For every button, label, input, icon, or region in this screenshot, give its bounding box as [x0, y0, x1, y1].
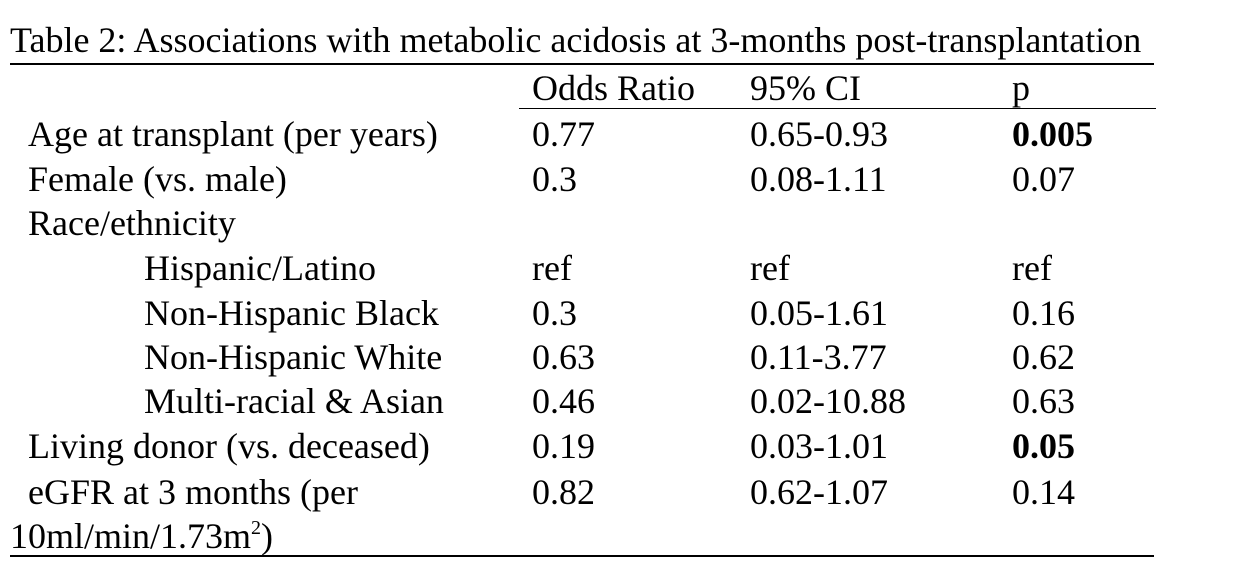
row-label: Race/ethnicity [28, 203, 236, 243]
table-header-rule [519, 108, 1156, 109]
odds-ratio-value: 0.19 [532, 426, 595, 466]
p-value: 0.63 [1012, 381, 1075, 421]
row-label: eGFR at 3 months (per [28, 472, 358, 512]
odds-ratio-value: 0.63 [532, 337, 595, 377]
p-value: 0.07 [1012, 159, 1075, 199]
row-label: Non-Hispanic Black [144, 293, 439, 333]
ci-value: 0.02-10.88 [750, 381, 906, 421]
ci-value: 0.11-3.77 [750, 337, 887, 377]
row-label-close: ) [261, 516, 274, 556]
ci-value: 0.62-1.07 [750, 472, 888, 512]
odds-ratio-value: ref [532, 248, 572, 288]
p-value: 0.16 [1012, 293, 1075, 333]
table-caption: Table 2: Associations with metabolic aci… [10, 20, 1142, 60]
row-label: Female (vs. male) [28, 159, 287, 199]
ci-value: 0.03-1.01 [750, 426, 888, 466]
row-label: Non-Hispanic White [144, 337, 443, 377]
row-label-continuation: 10ml/min/1.73m2) [10, 518, 273, 554]
odds-ratio-value: 0.3 [532, 159, 577, 199]
p-value: 0.62 [1012, 337, 1075, 377]
table-bottom-rule [10, 555, 1154, 557]
ci-value: ref [750, 248, 790, 288]
p-value: 0.005 [1012, 114, 1093, 154]
odds-ratio-value: 0.46 [532, 381, 595, 421]
header-odds-ratio: Odds Ratio [532, 68, 696, 108]
header-p: p [1012, 68, 1030, 108]
superscript-two: 2 [251, 517, 262, 539]
ci-value: 0.65-0.93 [750, 114, 888, 154]
row-label: Multi-racial & Asian [144, 381, 444, 421]
table-top-rule [10, 63, 1154, 65]
odds-ratio-value: 0.3 [532, 293, 577, 333]
row-label: Living donor (vs. deceased) [28, 426, 430, 466]
header-ci: 95% CI [750, 68, 861, 108]
ci-value: 0.05-1.61 [750, 293, 888, 333]
p-value: 0.05 [1012, 426, 1075, 466]
row-label-units: 10ml/min/1.73m [10, 516, 252, 556]
odds-ratio-value: 0.77 [532, 114, 595, 154]
row-label: Hispanic/Latino [144, 248, 376, 288]
odds-ratio-value: 0.82 [532, 472, 595, 512]
p-value: ref [1012, 248, 1052, 288]
p-value: 0.14 [1012, 472, 1075, 512]
row-label: Age at transplant (per years) [28, 114, 438, 154]
ci-value: 0.08-1.11 [750, 159, 887, 199]
